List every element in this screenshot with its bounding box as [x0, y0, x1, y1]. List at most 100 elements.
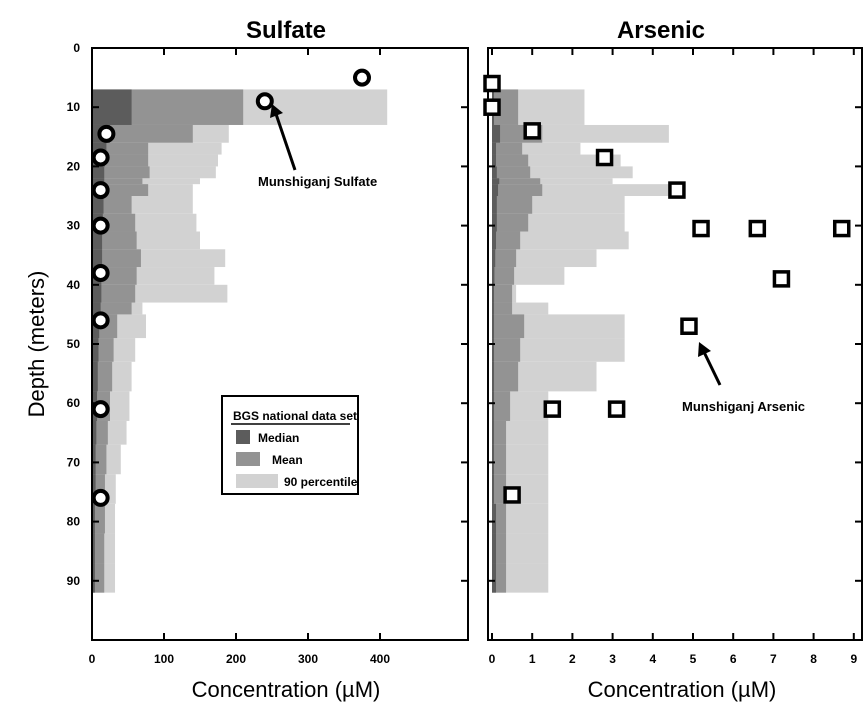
- sulfate-x-tick-label: 300: [298, 652, 318, 666]
- sulfate-bar-mean: [92, 284, 136, 303]
- arsenic-bar-mean: [492, 391, 511, 421]
- arsenic-x-axis-label: Concentration (µM): [588, 677, 777, 702]
- arsenic-bar-90-percentile: [492, 154, 621, 167]
- arsenic-bar-mean: [492, 154, 529, 167]
- arsenic-bar-90-percentile: [492, 314, 625, 339]
- arsenic-x-tick-label: 6: [730, 652, 737, 666]
- sulfate-x-tick-label: 400: [370, 652, 390, 666]
- arsenic-x-tick-label: 8: [810, 652, 817, 666]
- y-tick-label: 10: [67, 100, 81, 114]
- arsenic-data-point: [503, 486, 521, 504]
- sulfate-bar-median: [92, 284, 102, 303]
- arsenic-bar-mean: [492, 196, 533, 214]
- sulfate-bar-median: [92, 231, 103, 250]
- arsenic-title: Arsenic: [617, 17, 705, 44]
- y-tick-label: 0: [73, 41, 80, 55]
- arsenic-bar-90-percentile: [492, 142, 581, 155]
- y-axis-label: Depth (meters): [24, 271, 49, 418]
- arsenic-bar-90-percentile: [492, 166, 633, 179]
- arsenic-bar-median: [492, 314, 495, 339]
- arsenic-bar-median: [492, 361, 495, 392]
- arsenic-x-tick-label: 9: [850, 652, 857, 666]
- arsenic-bar-median: [492, 563, 497, 593]
- sulfate-bar-median: [92, 361, 98, 392]
- arsenic-bar-median: [492, 338, 495, 362]
- arsenic-x-tick-label: 2: [569, 652, 576, 666]
- sulfate-bar-90-percentile: [92, 142, 222, 155]
- sulfate-bar-mean: [92, 533, 105, 564]
- sulfate-data-point: [91, 148, 110, 167]
- sulfate-bar-mean: [92, 166, 150, 179]
- arsenic-panel: Arsenic 0 1 2 3 4 5 6 7 8 9 Munshiganj Arsenic Co…: [483, 17, 863, 702]
- sulfate-title: Sulfate: [246, 17, 326, 44]
- arsenic-bar-mean: [492, 474, 507, 504]
- sulfate-bar-median: [92, 249, 103, 268]
- sulfate-data-point: [97, 124, 116, 143]
- sulfate-data-point: [91, 400, 110, 419]
- arsenic-bar-90-percentile: [492, 338, 625, 362]
- y-tick-label: 40: [67, 278, 81, 292]
- arsenic-arrowhead: [698, 342, 711, 357]
- arsenic-bar-90-percentile: [492, 184, 669, 196]
- arsenic-bar-median: [492, 391, 495, 421]
- arsenic-bar-median: [492, 474, 495, 504]
- arsenic-bar-mean: [492, 231, 521, 250]
- sulfate-bar-mean: [92, 124, 193, 143]
- arsenic-data-point: [832, 219, 851, 238]
- sulfate-panel: Sulfate 0 100 200 300 400 0 10 20 30 40 50 60 70 80 90…: [24, 17, 469, 702]
- sulfate-bar-median: [92, 444, 96, 475]
- legend-label-90-percentile: 90 percentile: [284, 475, 358, 489]
- arsenic-bar-median: [492, 178, 500, 185]
- arsenic-x-tick-label: 4: [649, 652, 656, 666]
- sulfate-bar-median: [92, 166, 105, 179]
- legend-swatch-median: [236, 430, 250, 444]
- arsenic-x-tick-label: 1: [529, 652, 536, 666]
- sulfate-bar-mean: [92, 154, 149, 167]
- arsenic-bar-median: [492, 503, 497, 534]
- arsenic-bar-median: [492, 533, 497, 564]
- sulfate-annotation-arrow: [274, 113, 297, 171]
- sulfate-bar-mean: [92, 142, 149, 155]
- sulfate-x-tick-label: 100: [154, 652, 174, 666]
- arsenic-bar-mean: [492, 338, 521, 362]
- arsenic-points: [483, 74, 851, 504]
- arsenic-data-point: [680, 317, 698, 335]
- sulfate-x-tick-label: 0: [89, 652, 96, 666]
- arsenic-x-tick-label: 5: [690, 652, 697, 666]
- sulfate-data-point: [91, 488, 110, 507]
- arsenic-bar-90-percentile: [492, 231, 629, 250]
- arsenic-data-point: [523, 122, 541, 140]
- sulfate-bar-mean: [92, 302, 132, 315]
- sulfate-bar-90-percentile: [92, 154, 218, 167]
- sulfate-bars: [92, 89, 388, 593]
- sulfate-x-tick-label: 200: [226, 652, 246, 666]
- sulfate-bar-90-percentile: [92, 178, 200, 185]
- sulfate-annotation: Munshiganj Sulfate: [258, 174, 377, 189]
- y-tick-label: 80: [67, 515, 81, 529]
- sulfate-bar-mean: [92, 563, 105, 593]
- arsenic-bar-90-percentile: [492, 302, 549, 315]
- arsenic-bar-median: [492, 284, 495, 303]
- arsenic-bar-mean: [492, 184, 543, 196]
- sulfate-data-point: [91, 311, 110, 330]
- sulfate-bar-mean: [92, 184, 149, 196]
- arsenic-bar-mean: [492, 361, 519, 392]
- arsenic-bar-median: [492, 249, 496, 268]
- arsenic-plot-frame: [487, 47, 863, 641]
- arsenic-annotation-arrow: [702, 351, 722, 386]
- arsenic-bar-mean: [492, 267, 515, 285]
- sulfate-bar-median: [92, 563, 95, 593]
- arsenic-bar-90-percentile: [492, 249, 597, 268]
- arsenic-bar-median: [492, 231, 497, 250]
- arsenic-bar-mean: [492, 142, 523, 155]
- arsenic-bar-mean: [492, 284, 513, 303]
- arsenic-data-point: [772, 270, 791, 288]
- arsenic-data-point: [595, 148, 614, 167]
- arsenic-data-point: [748, 219, 767, 238]
- sulfate-bar-median: [92, 503, 95, 534]
- arsenic-data-point: [543, 400, 562, 418]
- sulfate-bar-mean: [92, 178, 143, 185]
- y-tick-label: 70: [67, 455, 81, 469]
- arsenic-bar-median: [492, 196, 497, 214]
